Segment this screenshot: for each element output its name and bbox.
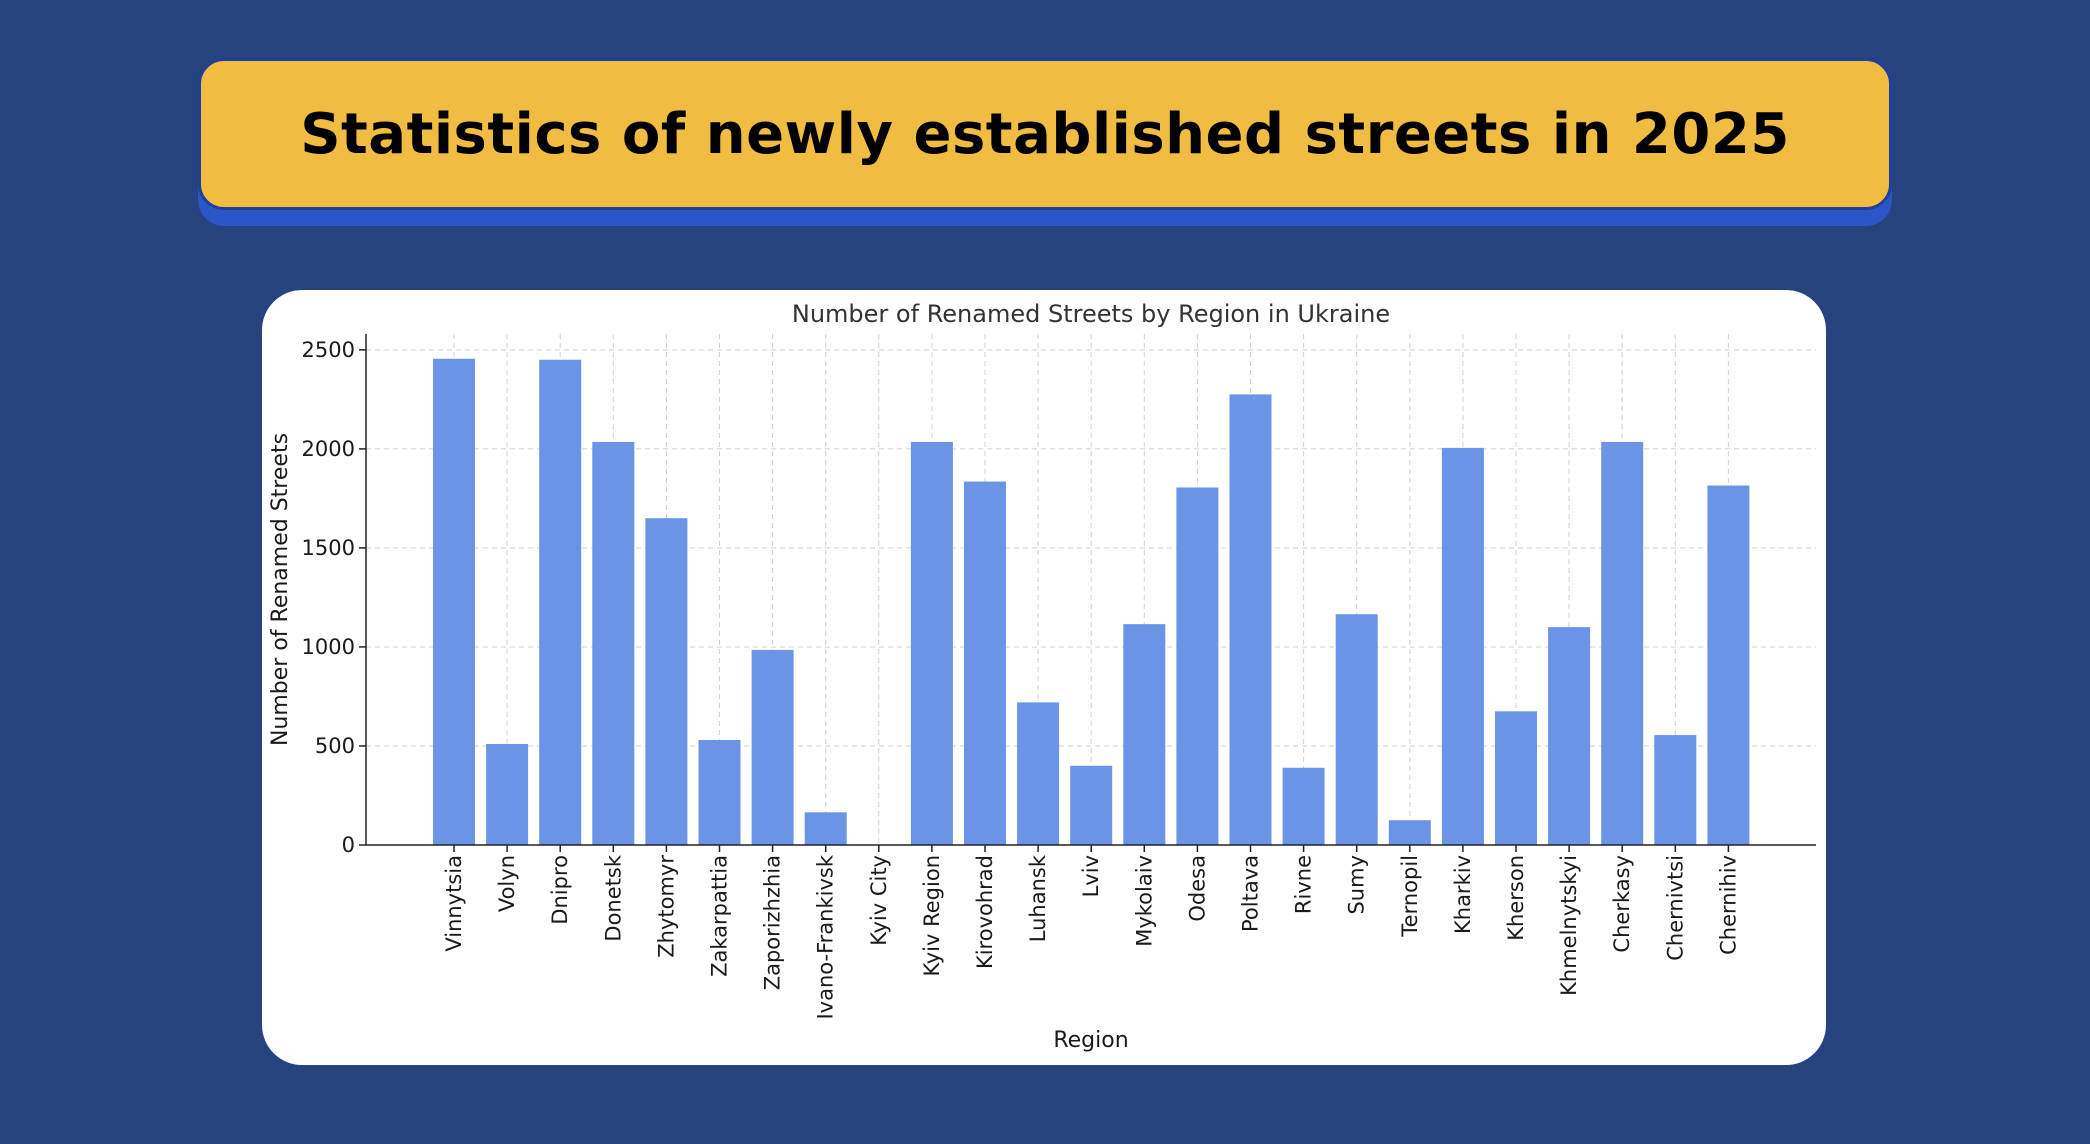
title-banner: Statistics of newly established streets … bbox=[198, 58, 1892, 210]
x-tick-label: Kherson bbox=[1504, 855, 1528, 941]
x-tick-label: Cherkasy bbox=[1610, 855, 1634, 953]
y-tick-label: 500 bbox=[315, 734, 355, 758]
bar bbox=[1388, 820, 1431, 845]
bar-chart: Number of Renamed Streets by Region in U… bbox=[268, 300, 1816, 1053]
x-tick-label: Chernivtsi bbox=[1663, 855, 1687, 961]
bar bbox=[1654, 735, 1697, 845]
y-tick-label: 1000 bbox=[302, 635, 355, 659]
bar bbox=[1229, 394, 1272, 845]
x-tick-label: Ivano-Frankivsk bbox=[814, 854, 838, 1019]
x-tick-label: Volyn bbox=[495, 855, 519, 912]
bar bbox=[751, 649, 794, 845]
x-tick-label: Zaporizhzhia bbox=[761, 855, 785, 990]
bar bbox=[486, 743, 529, 845]
bar bbox=[1335, 614, 1378, 845]
y-tick-label: 1500 bbox=[302, 536, 355, 560]
bar bbox=[964, 481, 1006, 845]
y-axis-title: Number of Renamed Streets bbox=[268, 433, 293, 746]
x-tick-label: Kirovohrad bbox=[973, 855, 997, 969]
bar bbox=[539, 359, 582, 845]
x-tick-label: Rivne bbox=[1292, 855, 1316, 914]
bar bbox=[804, 812, 847, 845]
x-tick-label: Kharkiv bbox=[1451, 855, 1475, 934]
x-tick-label: Donetsk bbox=[601, 854, 625, 941]
x-tick-label: Kyiv City bbox=[867, 855, 891, 946]
chart-card: Number of Renamed Streets by Region in U… bbox=[262, 290, 1826, 1065]
bar bbox=[1017, 702, 1060, 845]
x-axis-title: Region bbox=[1053, 1028, 1128, 1053]
bar bbox=[1123, 624, 1166, 845]
y-tick-label: 2000 bbox=[302, 437, 355, 461]
bar bbox=[910, 441, 953, 845]
bar bbox=[1707, 485, 1750, 845]
y-tick-label: 2500 bbox=[302, 338, 355, 362]
x-tick-label: Vinnytsia bbox=[442, 855, 466, 952]
bar bbox=[1282, 767, 1325, 845]
x-tick-label: Zhytomyr bbox=[654, 855, 678, 958]
x-tick-label: Poltava bbox=[1239, 855, 1263, 932]
bar bbox=[433, 358, 475, 845]
bar bbox=[1548, 627, 1591, 845]
page-title: Statistics of newly established streets … bbox=[300, 101, 1790, 167]
x-tick-label: Chernihiv bbox=[1716, 855, 1740, 955]
x-tick-label: Ternopil bbox=[1398, 855, 1422, 938]
bar bbox=[698, 740, 741, 845]
bar bbox=[1070, 765, 1113, 845]
bar bbox=[592, 441, 635, 845]
x-tick-label: Sumy bbox=[1345, 855, 1369, 915]
chart-title: Number of Renamed Streets by Region in U… bbox=[792, 300, 1390, 328]
bar bbox=[1176, 487, 1219, 845]
x-tick-label: Kyiv Region bbox=[920, 855, 944, 977]
bar bbox=[1601, 441, 1644, 845]
x-tick-label: Luhansk bbox=[1026, 854, 1050, 942]
bar bbox=[1495, 711, 1537, 845]
x-tick-label: Lviv bbox=[1079, 855, 1103, 897]
x-tick-label: Odesa bbox=[1185, 855, 1209, 922]
x-tick-label: Dnipro bbox=[548, 855, 572, 925]
x-tick-label: Khmelnytskyi bbox=[1557, 855, 1581, 996]
x-tick-label: Zakarpattia bbox=[708, 855, 732, 977]
x-tick-label: Mykolaiv bbox=[1132, 855, 1156, 947]
y-tick-label: 0 bbox=[342, 833, 355, 857]
bar bbox=[645, 518, 688, 845]
bar bbox=[1441, 447, 1484, 845]
